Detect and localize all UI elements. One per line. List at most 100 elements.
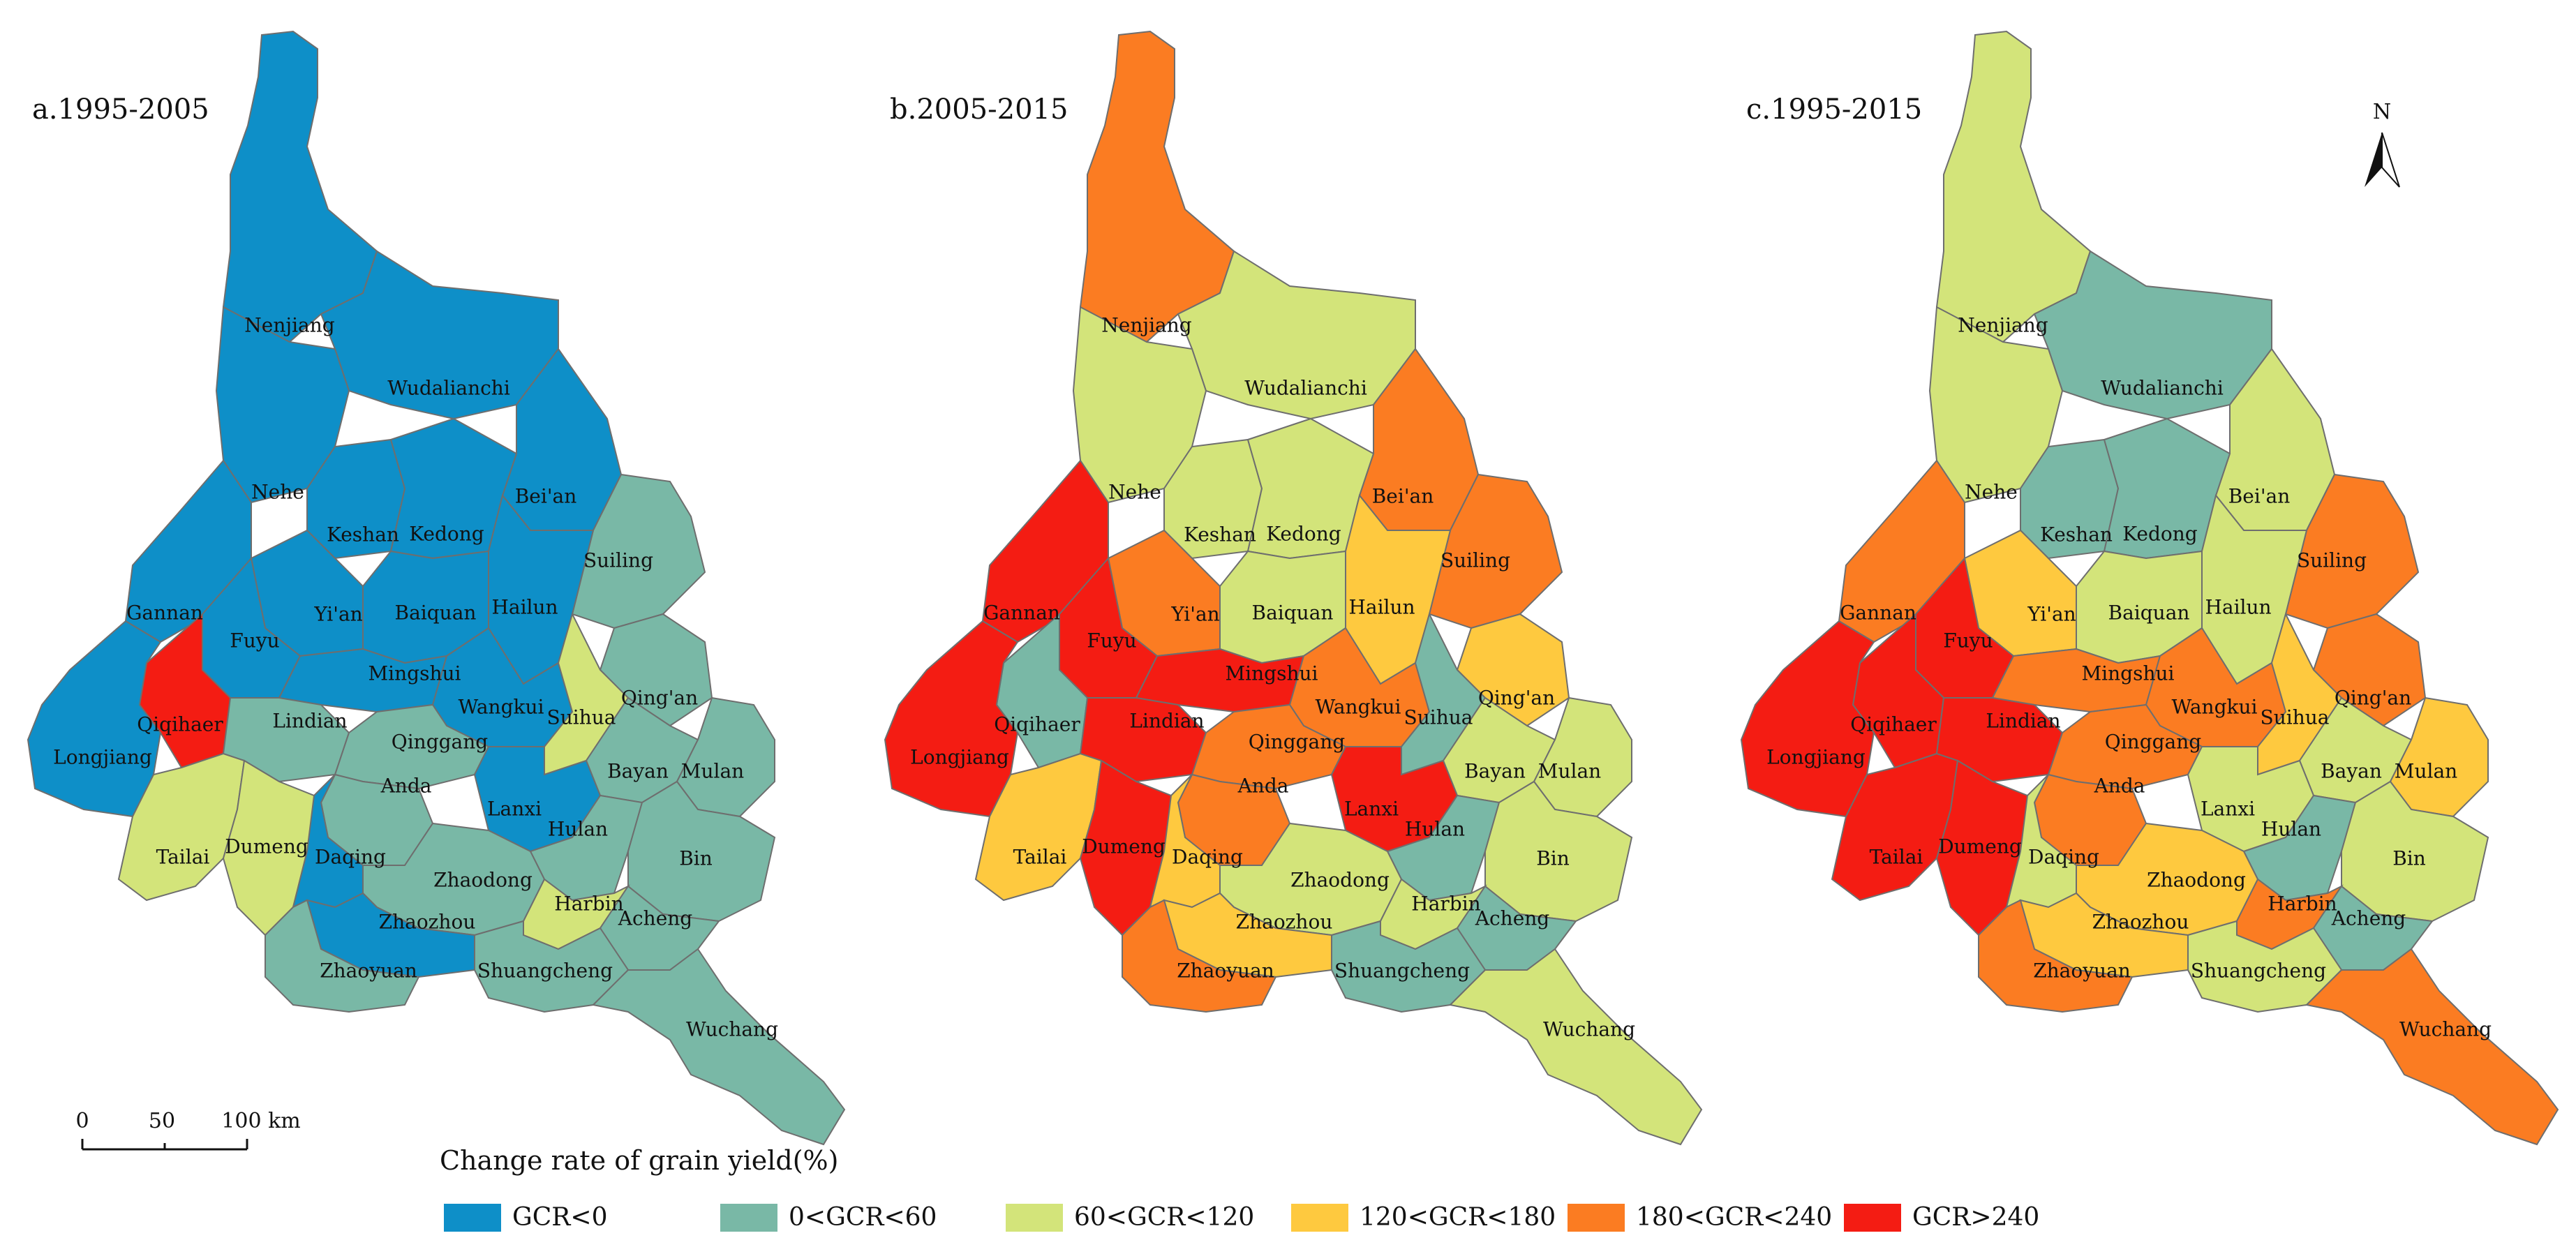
county-label-wangkui: Wangkui — [459, 696, 544, 719]
map-panel-1: Nenjiang Wudalianchi Nehe Bei'an Keshan Kedon… — [27, 30, 846, 1146]
panel-title-2: b.2005-2015 — [890, 94, 1068, 126]
county-label-bin: Bin — [679, 847, 713, 870]
legend: Change rate of grain yield(%) GCR<0 0<GCR… — [440, 1145, 2039, 1232]
county-label-dumeng: Dumeng — [1938, 835, 2022, 858]
county-label-fuyu: Fuyu — [1087, 629, 1136, 652]
county-label-qiqihaer: Qiqihaer — [137, 713, 223, 736]
county-bin — [627, 780, 776, 923]
legend-swatch-3 — [1006, 1204, 1063, 1232]
county-label-nehe: Nehe — [251, 481, 304, 504]
county-label-hailun: Hailun — [2205, 596, 2271, 619]
county-label-nehe: Nehe — [1965, 481, 2018, 504]
county-label-keshan: Keshan — [327, 523, 399, 546]
county-bin — [2341, 780, 2489, 923]
county-label-gannan: Gannan — [983, 602, 1060, 625]
county-label-mingshui: Mingshui — [1226, 662, 1318, 685]
county-label-zhaozhou: Zhaozhou — [2092, 911, 2189, 934]
legend-swatch-5 — [1568, 1204, 1625, 1232]
county-label-bei-an: Bei'an — [1372, 485, 1434, 508]
legend-label-3: 60<GCR<120 — [1074, 1203, 1254, 1232]
county-zhaoyuan — [1122, 899, 1277, 1013]
county-label-nenjiang: Nenjiang — [1101, 314, 1191, 337]
legend-swatch-4 — [1291, 1204, 1348, 1232]
county-label-mulan: Mulan — [2395, 760, 2457, 783]
legend-label-2: 0<GCR<60 — [789, 1203, 937, 1232]
county-label-tailai: Tailai — [1870, 846, 1923, 869]
county-label-daqing: Daqing — [315, 846, 386, 869]
county-label-daqing: Daqing — [2028, 846, 2099, 869]
county-label-bayan: Bayan — [1464, 760, 1526, 783]
county-label-anda: Anda — [380, 775, 432, 798]
county-label-longjiang: Longjiang — [910, 746, 1009, 769]
panel-title-1: a.1995-2005 — [32, 94, 209, 126]
county-label-hailun: Hailun — [1348, 596, 1415, 619]
county-label-lanxi: Lanxi — [2201, 798, 2255, 821]
county-label-bayan: Bayan — [2321, 760, 2382, 783]
county-label-lindian: Lindian — [1129, 710, 1204, 733]
county-label-suihua: Suihua — [547, 706, 616, 729]
county-label-wangkui: Wangkui — [1316, 696, 1401, 719]
county-label-suihua: Suihua — [1404, 706, 1473, 729]
county-label-suiling: Suiling — [583, 549, 653, 572]
north-arrow: N — [2365, 100, 2400, 188]
county-label-gannan: Gannan — [1840, 602, 1916, 625]
county-label-mulan: Mulan — [1538, 760, 1601, 783]
county-label-qing-an: Qing'an — [2335, 687, 2411, 710]
legend-items: GCR<0 0<GCR<60 60<GCR<120 120<GCR<180 180<GC… — [444, 1203, 2039, 1232]
county-bin — [1484, 780, 1633, 923]
county-label-gannan: Gannan — [126, 602, 203, 625]
scale-label-50: 50 — [149, 1109, 175, 1133]
north-arrow-label: N — [2373, 100, 2391, 124]
legend-title: Change rate of grain yield(%) — [440, 1145, 838, 1176]
county-label-wudalianchi: Wudalianchi — [1244, 377, 1367, 400]
county-label-dumeng: Dumeng — [225, 835, 308, 858]
county-label-acheng: Acheng — [618, 907, 693, 930]
county-label-shuangcheng: Shuangcheng — [2191, 960, 2326, 983]
north-arrow-right-half — [2381, 132, 2400, 188]
county-longjiang — [1740, 620, 1875, 818]
county-label-kedong: Kedong — [409, 523, 484, 546]
county-label-qiqihaer: Qiqihaer — [994, 713, 1080, 736]
county-mulan — [676, 696, 775, 818]
county-label-tailai: Tailai — [1013, 846, 1067, 869]
county-label-lindian: Lindian — [272, 710, 347, 733]
county-label-kedong: Kedong — [1266, 523, 1341, 546]
county-label-harbin: Harbin — [554, 893, 623, 916]
county-label-baiquan: Baiquan — [1252, 602, 1334, 625]
legend-swatch-1 — [444, 1204, 501, 1232]
legend-swatch-6 — [1844, 1204, 1901, 1232]
county-wuchang — [2305, 948, 2559, 1146]
county-label-suiling: Suiling — [1440, 549, 1510, 572]
county-label-qinggang: Qinggang — [2105, 731, 2202, 754]
county-label-harbin: Harbin — [1411, 893, 1480, 916]
county-longjiang — [27, 620, 162, 818]
county-label-daqing: Daqing — [1172, 846, 1243, 869]
county-label-lindian: Lindian — [1986, 710, 2060, 733]
county-label-wangkui: Wangkui — [2172, 696, 2258, 719]
scale-bar: 0 50 100 km — [75, 1109, 301, 1151]
county-label-keshan: Keshan — [1184, 523, 1256, 546]
county-label-nenjiang: Nenjiang — [1958, 314, 2048, 337]
county-zhaoyuan — [265, 899, 420, 1013]
county-label-qinggang: Qinggang — [1249, 731, 1346, 754]
county-label-wuchang: Wuchang — [1543, 1018, 1635, 1041]
county-label-fuyu: Fuyu — [1943, 629, 1993, 652]
county-label-zhaoyuan: Zhaoyuan — [320, 960, 417, 983]
county-label-mingshui: Mingshui — [2082, 662, 2175, 685]
county-label-bin: Bin — [2392, 847, 2426, 870]
legend-label-1: GCR<0 — [512, 1203, 607, 1232]
county-label-baiquan: Baiquan — [395, 602, 477, 625]
county-label-bin: Bin — [1536, 847, 1570, 870]
county-label-harbin: Harbin — [2268, 893, 2337, 916]
map-panel-3: Nenjiang Wudalianchi Nehe Bei'an Keshan Kedon… — [1740, 30, 2559, 1146]
county-label-tailai: Tailai — [156, 846, 210, 869]
county-label-yi-an: Yi'an — [1170, 603, 1219, 626]
county-label-nehe: Nehe — [1108, 481, 1161, 504]
legend-label-6: GCR>240 — [1912, 1203, 2039, 1232]
county-zhaoyuan — [1978, 899, 2134, 1013]
county-label-zhaodong: Zhaodong — [433, 869, 533, 892]
county-label-acheng: Acheng — [1475, 907, 1550, 930]
scale-label-100: 100 km — [221, 1109, 300, 1133]
county-label-fuyu: Fuyu — [230, 629, 279, 652]
